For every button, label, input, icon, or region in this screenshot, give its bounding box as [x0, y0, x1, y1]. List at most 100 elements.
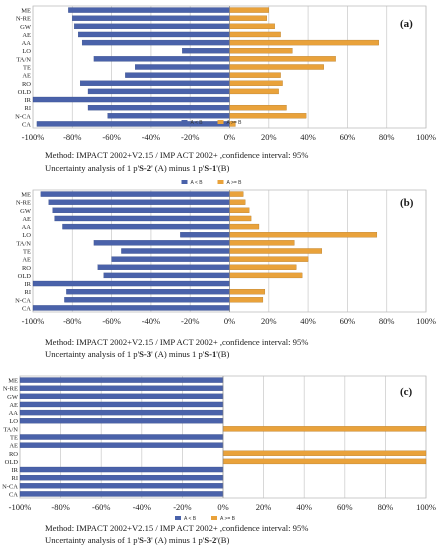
uncertainty-prefix-c: Uncertainty analysis of 1 p' — [45, 535, 140, 545]
category-label: RI — [12, 475, 19, 482]
category-label: TE — [23, 249, 31, 256]
x-tick-label: -20% — [181, 316, 199, 326]
chart-panel-b: -100% -80% -60% -40% -20% 0% 20% 40% 60% 80% 100% M… — [0, 180, 441, 363]
chart-panel-a: -100% -80% -60% -40% -20% 0% 20% 40% 60% 80% 100% M… — [0, 0, 441, 182]
product-b-name-b: S-1 — [204, 349, 217, 359]
x-tick-label: 20% — [261, 132, 277, 142]
bar-a-less-b — [19, 474, 224, 481]
category-label: N-RE — [16, 200, 31, 207]
legend-label: A < B — [191, 120, 204, 126]
category-label: AE — [9, 443, 18, 450]
x-tick-label: -40% — [142, 316, 160, 326]
bar-a-geq-b — [229, 232, 378, 238]
bar-a-geq-b — [229, 256, 309, 262]
product-a-name-c: S-3 — [139, 535, 152, 545]
category-label: CA — [9, 491, 18, 498]
bar-a-less-b — [80, 80, 230, 86]
bar-a-less-b — [19, 409, 224, 416]
category-label: ME — [8, 378, 18, 385]
product-a-name-b: S-3 — [139, 349, 152, 359]
category-label: AE — [22, 32, 31, 39]
bar-a-geq-b — [229, 64, 324, 70]
category-label: TE — [23, 65, 31, 72]
category-label: LO — [9, 418, 18, 425]
legend-label: A >= B — [220, 516, 236, 522]
bar-a-geq-b — [229, 248, 323, 254]
bar-a-less-b — [87, 88, 230, 95]
category-label: AE — [9, 402, 18, 409]
bar-a-less-b — [19, 434, 224, 440]
bar-a-less-b — [121, 248, 230, 254]
legend-swatch — [175, 516, 181, 520]
category-label: AA — [9, 410, 19, 417]
category-label: CA — [22, 305, 31, 312]
x-tick-label: 80% — [379, 132, 395, 142]
category-label: TA/N — [16, 56, 31, 63]
bar-a-less-b — [32, 280, 230, 287]
product-a-name-a: S-2 — [139, 163, 152, 173]
bar-a-geq-b — [229, 297, 264, 303]
uncertainty-mid-c: ' (A) minus 1 p' — [151, 535, 205, 545]
bar-chart-a: -100% -80% -60% -40% -20% 0% 20% 40% 60% 80% 100% M… — [15, 5, 436, 142]
category-label: RO — [22, 81, 31, 88]
category-label: IR — [12, 467, 19, 474]
x-tick-label: 40% — [296, 502, 312, 512]
bar-a-less-b — [72, 15, 230, 21]
bar-a-less-b — [66, 288, 230, 295]
bar-a-geq-b — [229, 191, 244, 197]
bar-a-geq-b — [229, 72, 281, 78]
bar-a-less-b — [62, 223, 230, 230]
x-tick-label: -20% — [173, 502, 191, 512]
category-label: LO — [22, 48, 31, 55]
legend-label: A < B — [191, 180, 204, 186]
x-tick-label: -60% — [102, 316, 120, 326]
category-label: N-CA — [15, 297, 31, 304]
bar-a-less-b — [19, 466, 224, 473]
legend-swatch — [181, 180, 188, 184]
category-label: TA/N — [3, 426, 18, 433]
panel-label-c: (c) — [400, 386, 413, 398]
category-label: AE — [22, 257, 31, 264]
uncertainty-prefix-a: Uncertainty analysis of 1 p' — [45, 163, 140, 173]
bar-a-less-b — [103, 272, 230, 279]
category-label: CA — [22, 121, 31, 128]
bar-a-geq-b — [229, 264, 297, 270]
method-caption-b: Method: IMPACT 2002+V2.15 / IMP ACT 2002… — [45, 337, 309, 347]
uncertainty-caption-a: Uncertainty analysis of 1 p'S-2' (A) min… — [45, 163, 229, 174]
bar-a-less-b — [19, 418, 224, 424]
x-tick-label: 80% — [378, 502, 394, 512]
bar-a-less-b — [64, 297, 230, 303]
x-tick-label: -60% — [102, 132, 120, 142]
bar-a-less-b — [19, 377, 224, 383]
product-b-name-c: S-2 — [204, 535, 217, 545]
bar-a-less-b — [32, 96, 230, 103]
category-label: IR — [25, 97, 32, 104]
x-tick-label: 80% — [379, 316, 395, 326]
bar-a-geq-b — [229, 80, 283, 86]
category-label: LO — [22, 232, 31, 239]
bar-a-geq-b — [222, 450, 427, 456]
category-label: N-RE — [16, 16, 31, 23]
x-tick-label: 0% — [224, 132, 235, 142]
bar-a-less-b — [52, 207, 230, 214]
bar-a-less-b — [93, 240, 230, 246]
category-label: TA/N — [16, 240, 31, 247]
x-tick-label: -20% — [181, 132, 199, 142]
legend-label: A >= B — [227, 120, 243, 126]
x-tick-label: 60% — [337, 502, 353, 512]
category-label: IR — [25, 281, 32, 288]
bar-a-geq-b — [229, 104, 287, 111]
category-label: RO — [9, 451, 18, 458]
bar-a-geq-b — [222, 426, 427, 432]
legend-swatch — [181, 120, 188, 124]
category-label: GW — [7, 394, 19, 401]
method-caption-a: Method: IMPACT 2002+V2.15 / IMP ACT 2002… — [45, 150, 309, 160]
chart-panel-c: -100% -80% -60% -40% -20% 0% 20% 40% 60% 80% 100% M… — [0, 368, 441, 550]
category-label: N-CA — [2, 483, 18, 490]
bar-a-less-b — [48, 199, 230, 205]
bar-a-less-b — [135, 64, 230, 70]
uncertainty-caption-c: Uncertainty analysis of 1 p'S-3' (A) min… — [45, 535, 229, 546]
x-tick-label: 100% — [416, 316, 436, 326]
bar-a-geq-b — [222, 458, 427, 465]
category-label: AA — [22, 40, 32, 47]
